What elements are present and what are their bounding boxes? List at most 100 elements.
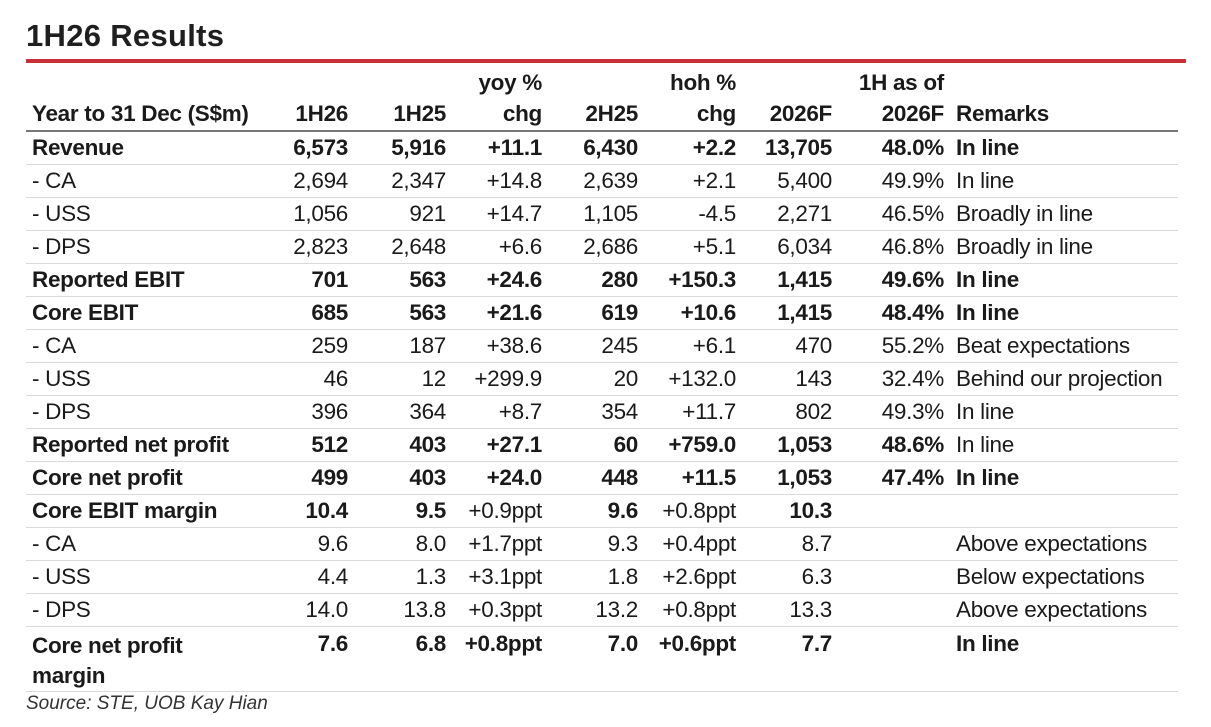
col-header-hoh-l1: hoh % [670, 70, 736, 95]
cell-remark: In line [950, 428, 1178, 462]
table-row: - CA 2,694 2,347 +14.8 2,639 +2.1 5,400 49.9% In… [26, 164, 1178, 198]
cell-yoy: +24.0 [452, 461, 548, 495]
table-row: - DPS 2,823 2,648 +6.6 2,686 +5.1 6,034 46.8% Br… [26, 230, 1178, 264]
table-row: Revenue 6,573 5,916 +11.1 6,430 +2.2 13,705 48.… [26, 131, 1178, 165]
cell-h2-25: 280 [548, 263, 644, 297]
row-label: Core net profit [26, 461, 266, 495]
table-row: Core EBIT 685 563 +21.6 619 +10.6 1,415 48.4% In… [26, 296, 1178, 330]
row-label: Core net profit margin [26, 626, 266, 692]
row-label: - CA [26, 164, 266, 198]
col-header-2026f: 2026F [742, 67, 838, 132]
cell-h1-25: 2,648 [354, 230, 452, 264]
cell-h1-25: 1.3 [354, 560, 452, 594]
cell-yoy: +24.6 [452, 263, 548, 297]
cell-h1-26: 6,573 [266, 131, 354, 165]
cell-h1-26: 2,694 [266, 164, 354, 198]
col-header-1h-as-of: 1H as of 2026F [838, 67, 950, 132]
cell-h2-25: 9.6 [548, 494, 644, 528]
cell-yoy: +14.7 [452, 197, 548, 231]
cell-remark: Beat expectations [950, 329, 1178, 363]
title-rule [26, 59, 1186, 63]
cell-h1-26: 499 [266, 461, 354, 495]
cell-hoh: +5.1 [644, 230, 742, 264]
cell-pct: 49.9% [838, 164, 950, 198]
cell-h1-26: 10.4 [266, 494, 354, 528]
cell-f2026: 1,053 [742, 461, 838, 495]
row-label: Core EBIT [26, 296, 266, 330]
cell-remark: In line [950, 263, 1178, 297]
cell-hoh: +0.6ppt [644, 626, 742, 692]
cell-remark: Above expectations [950, 527, 1178, 561]
cell-h2-25: 245 [548, 329, 644, 363]
page-title: 1H26 Results [26, 18, 225, 53]
cell-pct [838, 593, 950, 627]
cell-hoh: +2.2 [644, 131, 742, 165]
cell-f2026: 8.7 [742, 527, 838, 561]
cell-hoh: +11.7 [644, 395, 742, 429]
row-label: Reported net profit [26, 428, 266, 462]
cell-h2-25: 354 [548, 395, 644, 429]
cell-h2-25: 1.8 [548, 560, 644, 594]
table-row: Core net profit 499 403 +24.0 448 +11.5 1,053 4… [26, 461, 1178, 495]
cell-h2-25: 2,639 [548, 164, 644, 198]
row-label: Revenue [26, 131, 266, 165]
cell-f2026: 802 [742, 395, 838, 429]
cell-h1-25: 13.8 [354, 593, 452, 627]
cell-hoh: +2.6ppt [644, 560, 742, 594]
cell-remark: In line [950, 395, 1178, 429]
cell-h2-25: 13.2 [548, 593, 644, 627]
cell-h1-26: 2,823 [266, 230, 354, 264]
cell-h1-25: 2,347 [354, 164, 452, 198]
col-header-1h-as-of-l2: 2026F [881, 101, 945, 126]
cell-h1-25: 187 [354, 329, 452, 363]
source-note: Source: STE, UOB Kay Hian [26, 693, 268, 714]
cell-hoh: +0.8ppt [644, 494, 742, 528]
cell-h2-25: 9.3 [548, 527, 644, 561]
col-header-hoh: hoh % chg [644, 67, 742, 132]
cell-h2-25: 6,430 [548, 131, 644, 165]
cell-pct [838, 626, 950, 692]
cell-remark: Broadly in line [950, 230, 1178, 264]
cell-pct: 49.6% [838, 263, 950, 297]
cell-remark: In line [950, 164, 1178, 198]
table-row: - USS 4.4 1.3 +3.1ppt 1.8 +2.6ppt 6.3 Below exp… [26, 560, 1178, 594]
table-row: Core EBIT margin 10.4 9.5 +0.9ppt 9.6 +0.8ppt… [26, 494, 1178, 528]
cell-yoy: +1.7ppt [452, 527, 548, 561]
cell-f2026: 13,705 [742, 131, 838, 165]
cell-f2026: 1,415 [742, 296, 838, 330]
cell-h1-26: 685 [266, 296, 354, 330]
cell-hoh: +150.3 [644, 263, 742, 297]
cell-h1-26: 14.0 [266, 593, 354, 627]
cell-pct [838, 494, 950, 528]
cell-h1-25: 364 [354, 395, 452, 429]
cell-yoy: +8.7 [452, 395, 548, 429]
cell-yoy: +11.1 [452, 131, 548, 165]
cell-yoy: +21.6 [452, 296, 548, 330]
cell-h1-25: 921 [354, 197, 452, 231]
row-label: - DPS [26, 395, 266, 429]
cell-pct [838, 527, 950, 561]
cell-h1-26: 9.6 [266, 527, 354, 561]
cell-f2026: 470 [742, 329, 838, 363]
cell-f2026: 2,271 [742, 197, 838, 231]
cell-f2026: 6,034 [742, 230, 838, 264]
cell-pct: 48.6% [838, 428, 950, 462]
cell-h2-25: 448 [548, 461, 644, 495]
row-label: - CA [26, 329, 266, 363]
cell-h1-25: 563 [354, 296, 452, 330]
cell-yoy: +0.3ppt [452, 593, 548, 627]
cell-yoy: +6.6 [452, 230, 548, 264]
cell-pct: 46.5% [838, 197, 950, 231]
cell-h2-25: 7.0 [548, 626, 644, 692]
cell-pct: 55.2% [838, 329, 950, 363]
cell-hoh: +2.1 [644, 164, 742, 198]
cell-pct: 48.4% [838, 296, 950, 330]
cell-hoh: -4.5 [644, 197, 742, 231]
cell-yoy: +27.1 [452, 428, 548, 462]
col-header-yoy-l2: chg [502, 101, 542, 126]
cell-h1-26: 4.4 [266, 560, 354, 594]
results-table: Year to 31 Dec (S$m) 1H26 1H25 yoy % chg … [26, 67, 1178, 692]
col-header-year: Year to 31 Dec (S$m) [26, 67, 266, 132]
col-header-2h25: 2H25 [548, 67, 644, 132]
cell-remark: In line [950, 131, 1178, 165]
